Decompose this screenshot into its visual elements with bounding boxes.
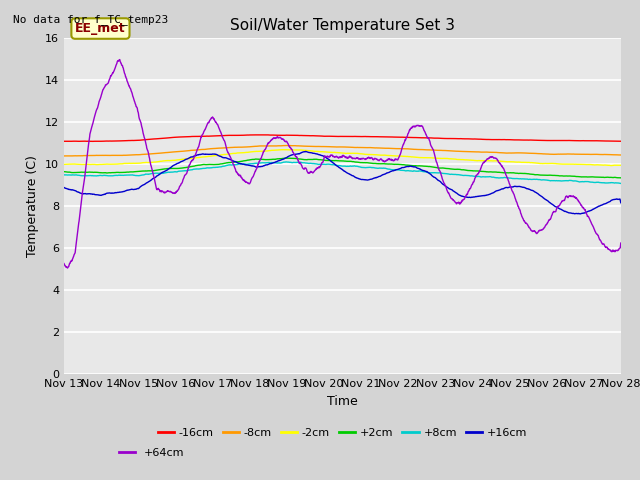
Text: No data for f_TC_temp23: No data for f_TC_temp23	[13, 14, 168, 25]
Title: Soil/Water Temperature Set 3: Soil/Water Temperature Set 3	[230, 18, 455, 33]
Text: EE_met: EE_met	[75, 22, 126, 35]
Y-axis label: Temperature (C): Temperature (C)	[26, 156, 40, 257]
Legend: +64cm: +64cm	[114, 444, 189, 463]
X-axis label: Time: Time	[327, 395, 358, 408]
